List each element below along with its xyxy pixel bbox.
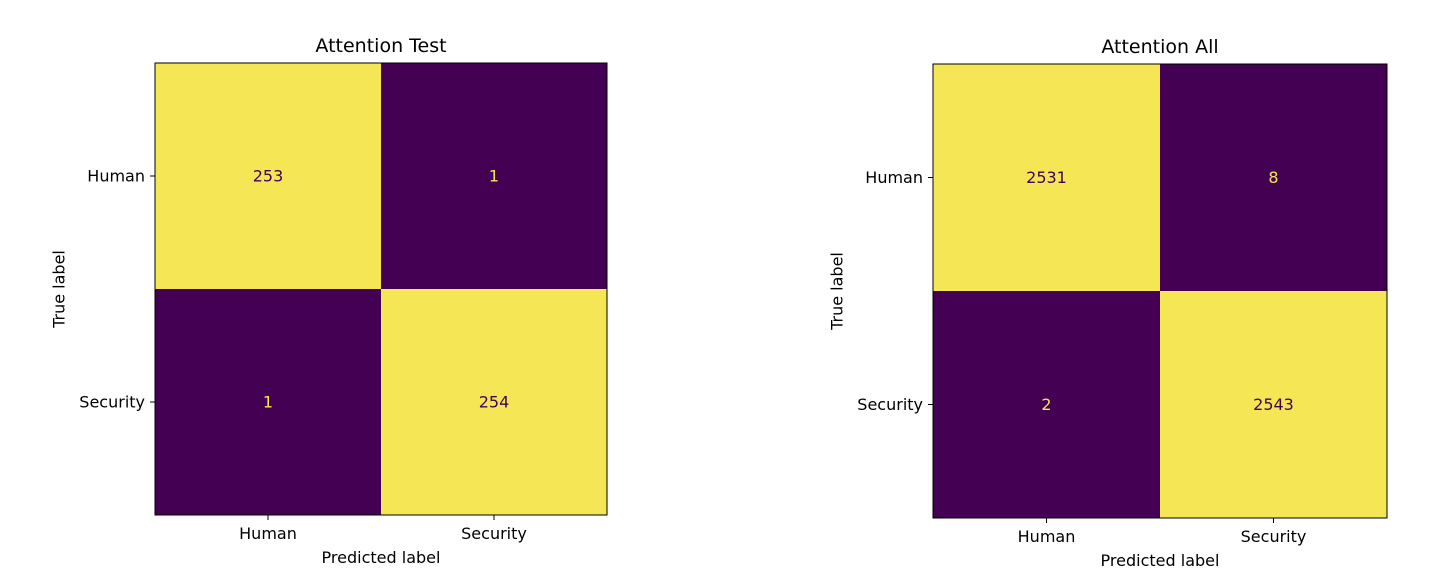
cell-value-label: 2: [1041, 395, 1051, 414]
cell-value-label: 254: [479, 393, 510, 412]
y-axis-label: True label: [828, 252, 847, 331]
x-tick-label: Human: [239, 524, 297, 543]
confusion-matrix-attention-all: 2531 8 2 2543 Human Security Human Security Atte…: [828, 36, 1388, 570]
y-tick-label: Human: [865, 168, 923, 187]
heatmap-cell-1-1: [1160, 291, 1387, 518]
cell-value-label: 253: [253, 167, 284, 186]
axes-frame: [154, 62, 608, 516]
heatmap-cell-0-0: [155, 63, 381, 289]
confusion-matrix-attention-test: 253 1 1 254 Human Security Human Security Attent…: [50, 35, 608, 567]
heatmap-cell-0-1: [381, 63, 607, 289]
heatmap-cell-0-0: [933, 64, 1160, 291]
heatmap-cell-1-1: [381, 289, 607, 515]
x-tick-label: Human: [1018, 527, 1076, 546]
x-axis-label: Predicted label: [1101, 551, 1220, 570]
y-axis-label: True label: [50, 250, 69, 329]
cell-value-label: 2531: [1026, 168, 1067, 187]
y-tick-label: Security: [79, 393, 145, 412]
heatmap-cell-0-1: [1160, 64, 1387, 291]
cell-value-label: 1: [489, 167, 499, 186]
x-tick-label: Security: [461, 524, 527, 543]
chart-title: Attention All: [1101, 36, 1218, 58]
heatmap-cell-1-0: [933, 291, 1160, 518]
x-axis-label: Predicted label: [322, 548, 441, 567]
y-tick-label: Human: [87, 167, 145, 186]
heatmap-cell-1-0: [155, 289, 381, 515]
x-tick-label: Security: [1241, 527, 1307, 546]
cell-value-label: 1: [263, 393, 273, 412]
axes-frame: [932, 63, 1388, 519]
y-tick-label: Security: [857, 395, 923, 414]
cell-value-label: 8: [1268, 168, 1278, 187]
cell-value-label: 2543: [1253, 395, 1294, 414]
chart-title: Attention Test: [315, 35, 446, 57]
